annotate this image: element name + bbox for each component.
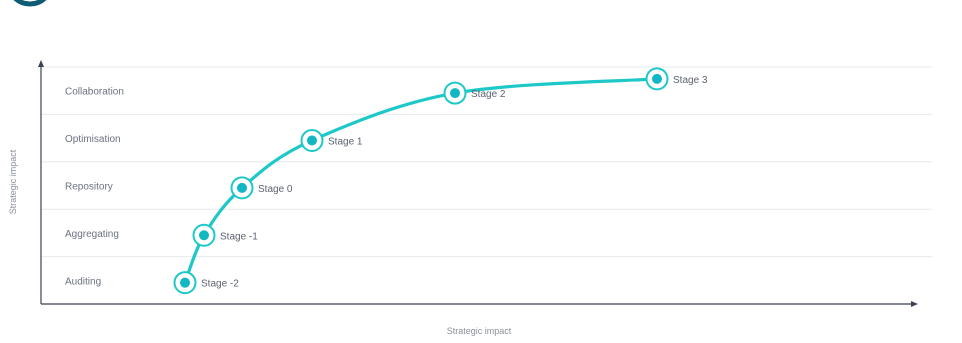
stage-marker-stage-3: Stage 3: [645, 67, 708, 91]
band-labels: Auditing Aggregating Repository Optimisatio…: [65, 87, 124, 288]
x-axis-arrow-icon: [911, 301, 918, 307]
stage-label-stage-1: Stage 1: [328, 136, 363, 147]
stage-marker-stage-0: Stage 0: [230, 176, 293, 200]
stage-label-stage-0: Stage 0: [258, 184, 293, 195]
partial-circle-logo-icon: [13, 0, 47, 7]
stage-label-stage-3: Stage 3: [673, 75, 708, 86]
x-axis-title: Strategic impact: [447, 326, 512, 336]
marker-dot: [237, 182, 247, 193]
axes: [38, 60, 918, 307]
marker-dot: [450, 88, 460, 99]
stage-label-stage--2: Stage -2: [201, 279, 239, 290]
stage-marker-stage-1: Stage 1: [300, 128, 363, 152]
band-label-optimisation: Optimisation: [65, 134, 121, 145]
y-axis-title: Strategic impact: [8, 149, 18, 214]
stage-label-stage--1: Stage -1: [220, 231, 258, 242]
marker-dot: [180, 277, 190, 288]
stage-markers: Stage -2 Stage -1 Stage 0 Stage 1 Stage 2 Sta…: [173, 67, 708, 295]
band-label-auditing: Auditing: [65, 276, 101, 287]
stage-marker-stage-2: Stage 2: [443, 81, 506, 105]
maturity-curve: [183, 77, 659, 285]
stage-label-stage-2: Stage 2: [471, 89, 506, 100]
grid-lines: [41, 66, 932, 258]
stage-marker-stage--2: Stage -2: [173, 271, 239, 295]
band-label-aggregating: Aggregating: [65, 229, 119, 240]
y-axis-arrow-icon: [38, 60, 44, 67]
band-label-collaboration: Collaboration: [65, 87, 124, 98]
stage-marker-stage--1: Stage -1: [192, 223, 258, 247]
marker-dot: [307, 135, 317, 146]
band-label-repository: Repository: [65, 182, 113, 193]
marker-dot: [652, 73, 662, 84]
marker-dot: [199, 230, 209, 241]
